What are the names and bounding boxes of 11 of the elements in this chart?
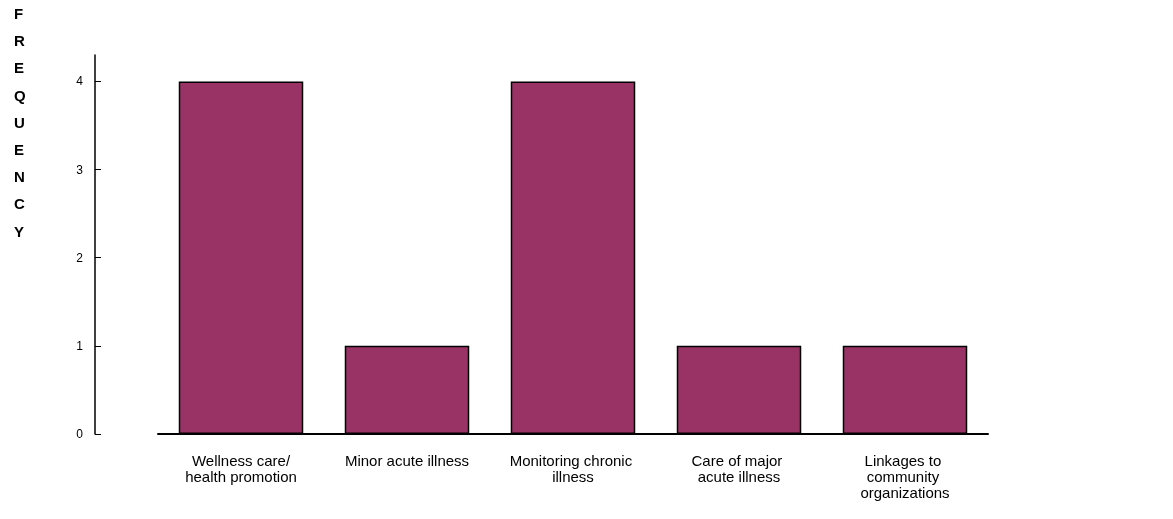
x-tick-label: Wellness care/health promotion bbox=[185, 451, 297, 485]
y-tick-label: 2 bbox=[76, 250, 84, 265]
y-tick-label: 4 bbox=[76, 74, 84, 89]
y-tick-label: 3 bbox=[76, 162, 84, 177]
x-tick-label: Monitoring chronic illness bbox=[509, 451, 637, 485]
x-tick-label: Minor acute illness bbox=[344, 451, 470, 469]
x-tick-label: Care of major acute illness bbox=[691, 451, 787, 485]
y-tick-label: 0 bbox=[76, 427, 84, 441]
text: FREQUENCY bbox=[14, 5, 26, 240]
x-tick-label: Linkages to community organizations bbox=[860, 451, 950, 501]
y-tick-label: 1 bbox=[76, 338, 84, 353]
